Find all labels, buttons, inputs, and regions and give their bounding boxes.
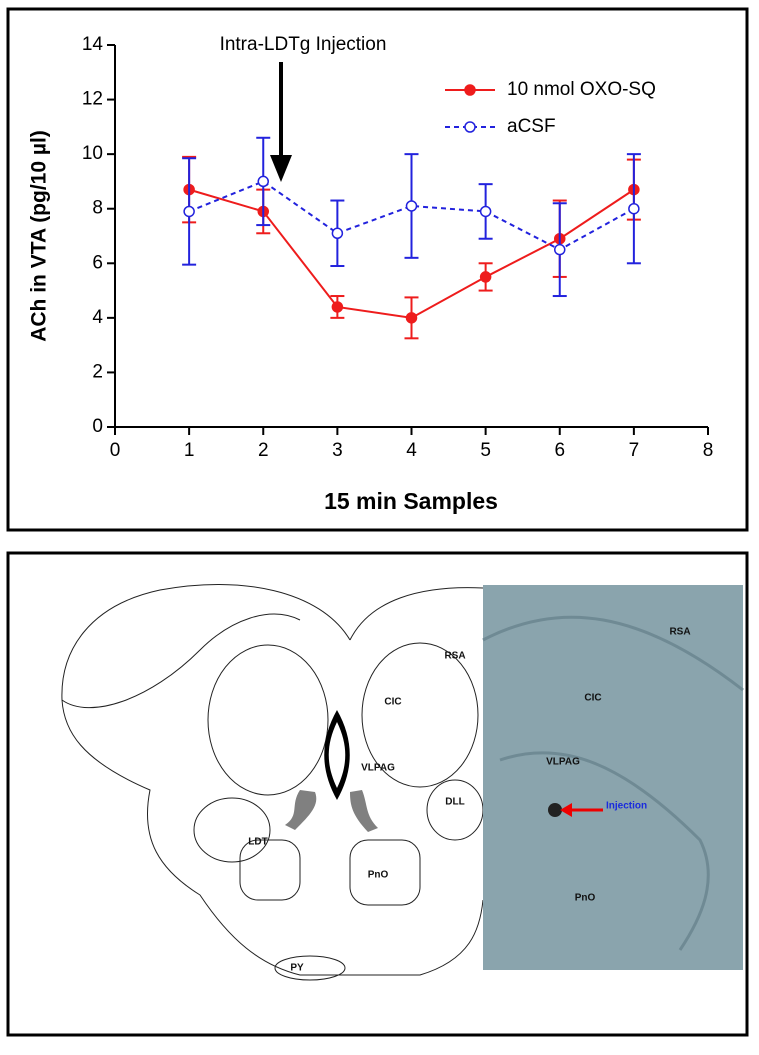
injection-site xyxy=(548,803,562,817)
ldt-region xyxy=(350,790,378,832)
x-tick-label: 5 xyxy=(480,440,491,461)
atlas-label: PY xyxy=(290,963,304,974)
atlas-outline xyxy=(61,613,301,709)
legend-label: aCSF xyxy=(507,116,556,137)
point xyxy=(331,227,344,240)
histology-photo: RSA CIC VLPAG PnO Injection xyxy=(482,585,744,970)
x-axis-label: 15 min Samples xyxy=(324,488,498,514)
x-tick-label: 7 xyxy=(629,440,640,461)
photo-label: PnO xyxy=(575,893,596,904)
chart: Intra-LDTg Injection 15 min Samples ACh … xyxy=(28,34,714,514)
point xyxy=(257,175,269,188)
diagram-frame xyxy=(6,551,749,1037)
annotation-arrowhead xyxy=(270,155,292,182)
x-tick-label: 2 xyxy=(258,440,269,461)
x-tick-label: 3 xyxy=(332,440,343,461)
y-tick-label: 2 xyxy=(92,361,103,382)
legend-marker xyxy=(464,121,476,133)
photo-feature xyxy=(499,751,710,951)
x-tick-label: 1 xyxy=(184,440,195,461)
atlas-diagram: RSA CIC VLPAG DLL LDT PnO PY xyxy=(61,583,484,981)
x-tick-label: 0 xyxy=(110,440,121,461)
photo-label: CIC xyxy=(584,693,601,704)
atlas-outline xyxy=(349,587,484,641)
x-tick-label: 6 xyxy=(554,440,565,461)
y-tick-label: 0 xyxy=(92,416,103,437)
x-tick-label: 4 xyxy=(406,440,417,461)
point xyxy=(628,202,640,215)
annotation: Intra-LDTg Injection xyxy=(220,34,387,55)
photo-annotation: Injection xyxy=(606,801,647,812)
point xyxy=(331,301,344,313)
atlas-label: CIC xyxy=(384,697,401,708)
point xyxy=(554,243,566,256)
atlas-label: RSA xyxy=(444,651,465,662)
injection-arrowhead xyxy=(560,803,572,817)
legend-label: 10 nmol OXO-SQ xyxy=(507,79,656,100)
atlas-region xyxy=(361,642,479,788)
photo-label: RSA xyxy=(669,627,690,638)
chart-frame xyxy=(6,7,749,532)
atlas-region xyxy=(349,839,421,906)
aqueduct-lumen xyxy=(328,722,346,788)
photo-feature xyxy=(482,615,744,692)
atlas-region xyxy=(193,797,271,863)
photo-label: VLPAG xyxy=(546,757,580,768)
y-tick-label: 12 xyxy=(82,89,103,110)
y-axis-label: ACh in VTA (pg/10 µl) xyxy=(28,130,51,342)
atlas-label: DLL xyxy=(445,797,464,808)
atlas-region xyxy=(239,839,301,901)
atlas-region xyxy=(274,955,346,981)
point xyxy=(405,200,418,212)
ldt-region xyxy=(285,790,317,830)
point xyxy=(479,271,492,283)
y-tick-label: 8 xyxy=(92,198,103,219)
point xyxy=(479,205,492,218)
atlas-label: VLPAG xyxy=(361,763,395,774)
y-tick-label: 6 xyxy=(92,252,103,273)
atlas-region xyxy=(426,779,484,841)
point xyxy=(183,205,195,218)
atlas-label: PnO xyxy=(368,870,389,881)
point xyxy=(405,312,418,324)
legend-marker xyxy=(464,84,476,96)
atlas-label: LDT xyxy=(248,837,267,848)
y-tick-label: 4 xyxy=(92,307,103,328)
photo xyxy=(483,585,743,970)
atlas-outline xyxy=(61,583,484,976)
y-tick-label: 10 xyxy=(82,143,103,164)
atlas-region xyxy=(207,644,329,796)
y-tick-label: 14 xyxy=(82,34,104,55)
x-tick-label: 8 xyxy=(703,440,714,461)
